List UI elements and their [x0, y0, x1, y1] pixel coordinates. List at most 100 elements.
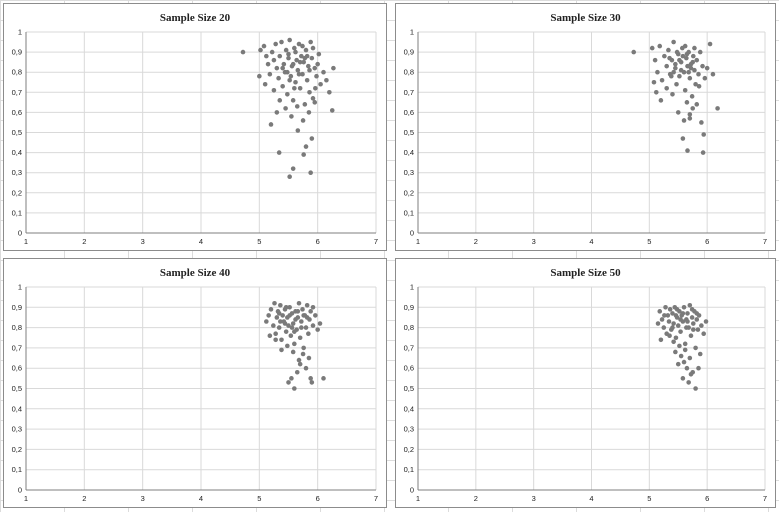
y-tick-label: 0,3 [12, 425, 22, 434]
data-point [287, 77, 292, 83]
data-point [307, 67, 312, 73]
data-point [318, 81, 323, 87]
chart-sample-size-30[interactable]: Sample Size 30 1 2 3 4 5 6 7 0 0,1 0,2 0,3 0,4 0,5 0,6… [395, 3, 776, 251]
y-tick-label: 0,6 [12, 108, 22, 117]
x-tick-label: 4 [589, 494, 593, 503]
x-tick-label: 5 [647, 494, 651, 503]
data-point [290, 166, 296, 171]
data-point [652, 57, 658, 63]
y-tick-label: 0 [18, 229, 22, 238]
data-point [304, 77, 310, 83]
data-point [666, 47, 671, 53]
data-point [313, 313, 318, 318]
data-point [331, 65, 336, 71]
data-point [308, 309, 313, 314]
data-point [667, 333, 672, 339]
data-point [674, 49, 680, 55]
data-point [292, 329, 297, 334]
data-point [688, 371, 694, 377]
data-point [294, 369, 300, 375]
data-point [302, 102, 308, 107]
data-point [286, 51, 291, 57]
data-point [699, 323, 704, 328]
y-tick-label: 1 [410, 283, 414, 292]
data-point [297, 335, 303, 341]
x-tick-label: 4 [199, 494, 203, 503]
data-point [675, 323, 681, 328]
data-point [689, 315, 695, 320]
data-point [276, 325, 282, 330]
data-point [261, 43, 267, 49]
data-point [283, 47, 289, 53]
data-point [310, 323, 316, 328]
data-point [267, 71, 273, 77]
chart-title: Sample Size 50 [550, 267, 621, 279]
data-point [285, 92, 290, 97]
data-point [685, 311, 690, 316]
data-point [703, 319, 709, 324]
chart-sample-size-50[interactable]: Sample Size 50 1 2 3 4 5 6 7 0 0,1 0,2 0,3 0,4 0,5 0,6… [395, 258, 776, 508]
data-point [675, 361, 681, 367]
data-point [308, 39, 313, 45]
x-tick-label: 5 [647, 237, 651, 246]
data-point [685, 319, 690, 324]
data-point [684, 51, 690, 57]
data-point [657, 43, 663, 49]
y-tick-label: 0,8 [12, 68, 22, 77]
data-point [294, 57, 299, 63]
data-point [678, 353, 684, 359]
x-tick-label: 6 [705, 494, 709, 503]
data-point [710, 71, 716, 77]
data-point [286, 55, 291, 61]
chart-title: Sample Size 40 [160, 267, 231, 279]
data-point [285, 69, 290, 75]
data-point [677, 343, 682, 349]
data-point [296, 300, 302, 306]
data-point [274, 110, 280, 115]
data-point [240, 49, 246, 55]
data-point [308, 376, 313, 381]
y-tick-label: 0,4 [404, 404, 414, 413]
data-point [290, 349, 296, 355]
x-tick-label: 6 [705, 237, 709, 246]
data-point [268, 122, 274, 127]
data-point [697, 351, 703, 357]
data-point [329, 108, 335, 113]
data-point [693, 81, 698, 87]
data-point [285, 343, 290, 349]
data-point [303, 325, 309, 330]
data-point [289, 376, 294, 381]
data-point [283, 106, 288, 111]
data-point [279, 39, 284, 45]
y-tick-label: 0,1 [404, 465, 414, 474]
data-point [295, 67, 301, 73]
data-point [700, 63, 705, 69]
x-tick-label: 3 [532, 494, 536, 503]
data-point [274, 315, 280, 320]
data-point [280, 65, 285, 71]
data-point [276, 75, 281, 81]
data-point [300, 307, 305, 312]
data-point [675, 110, 681, 115]
data-point [692, 45, 697, 51]
data-point [669, 73, 674, 79]
chart-sample-size-20[interactable]: Sample Size 20 1 2 3 4 5 6 7 0 0,1 0,2 0,3 0,4 0,5 0,6… [3, 3, 387, 251]
data-point [677, 57, 682, 63]
data-point [699, 120, 704, 125]
data-point [299, 319, 304, 324]
x-tick-label: 5 [257, 237, 261, 246]
data-point [300, 118, 306, 123]
x-tick-label: 4 [589, 237, 593, 246]
data-point [677, 73, 682, 79]
y-tick-label: 0,7 [404, 343, 414, 352]
x-tick-label: 6 [316, 494, 320, 503]
data-point [294, 104, 300, 109]
data-point [678, 317, 683, 322]
data-point [696, 83, 702, 89]
data-point [283, 305, 289, 310]
data-point [289, 325, 295, 330]
data-point [695, 327, 701, 332]
data-point [304, 302, 310, 308]
chart-sample-size-40[interactable]: Sample Size 40 1 2 3 4 5 6 7 0 0,1 0,2 0,3 0,4 0,5 0,6… [3, 258, 387, 508]
data-point [701, 132, 706, 137]
